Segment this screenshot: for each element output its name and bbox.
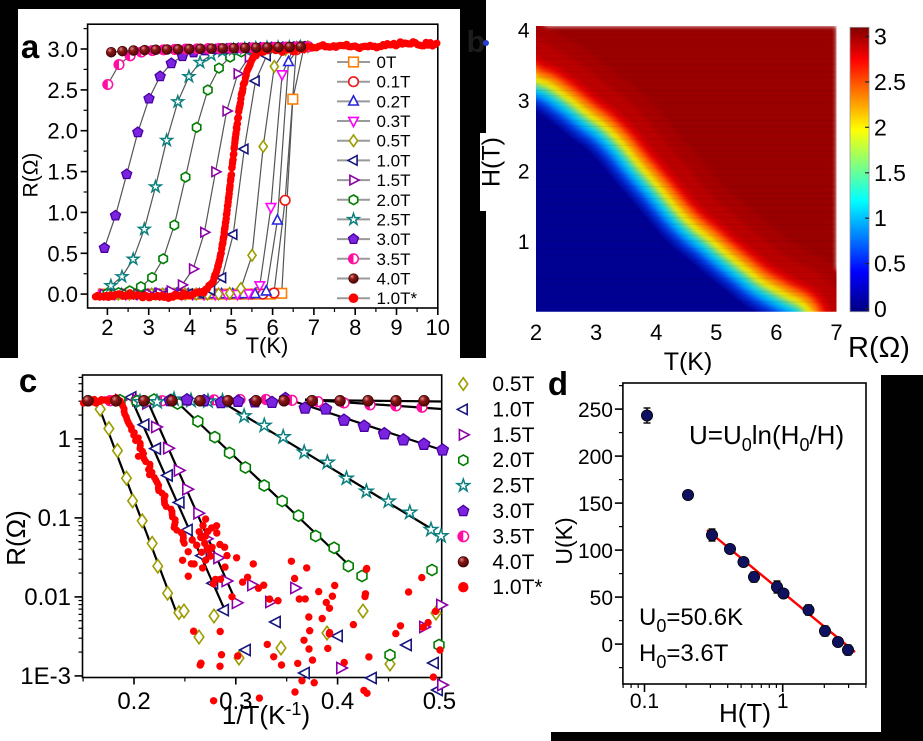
svg-text:2: 2 <box>874 114 887 140</box>
svg-text:T(K): T(K) <box>246 333 289 358</box>
svg-text:0: 0 <box>874 296 887 322</box>
svg-text:R(Ω): R(Ω) <box>848 332 910 364</box>
svg-text:6: 6 <box>266 315 278 340</box>
svg-text:U(K): U(K) <box>551 517 577 564</box>
svg-text:3.5T: 3.5T <box>377 250 411 269</box>
svg-text:1.0T*: 1.0T* <box>492 576 542 599</box>
svg-text:0.01: 0.01 <box>24 584 71 611</box>
svg-text:0.2: 0.2 <box>117 688 150 715</box>
svg-text:6: 6 <box>770 320 782 345</box>
svg-text:50: 50 <box>590 587 613 610</box>
svg-text:0.5T: 0.5T <box>492 373 534 396</box>
svg-text:1.5T: 1.5T <box>492 424 534 447</box>
svg-text:T(K): T(K) <box>664 348 713 376</box>
svg-text:1.0T*: 1.0T* <box>377 289 418 308</box>
svg-text:1.0T: 1.0T <box>492 398 534 421</box>
svg-text:1.0T: 1.0T <box>377 151 411 170</box>
svg-text:250: 250 <box>578 399 613 422</box>
svg-text:d: d <box>548 365 568 402</box>
svg-text:9: 9 <box>390 315 402 340</box>
svg-text:2.0: 2.0 <box>47 119 78 144</box>
svg-text:3.5T: 3.5T <box>492 525 534 548</box>
svg-text:H0=3.6T: H0=3.6T <box>639 640 729 672</box>
svg-text:0T: 0T <box>377 53 397 72</box>
svg-text:0.3T: 0.3T <box>377 112 411 131</box>
svg-text:1E-3: 1E-3 <box>20 663 71 690</box>
svg-text:H(T): H(T) <box>719 698 771 728</box>
svg-text:0.1: 0.1 <box>630 690 659 713</box>
svg-text:0.2T: 0.2T <box>377 92 411 111</box>
svg-text:1.0: 1.0 <box>47 200 78 225</box>
svg-text:0.4: 0.4 <box>321 688 354 715</box>
svg-text:7: 7 <box>308 315 320 340</box>
svg-text:0.0: 0.0 <box>47 282 78 307</box>
svg-text:2: 2 <box>530 320 542 345</box>
svg-text:3.0: 3.0 <box>47 37 78 62</box>
svg-text:R(Ω): R(Ω) <box>1 510 31 566</box>
svg-text:H(T): H(T) <box>478 137 506 187</box>
svg-text:3: 3 <box>590 320 602 345</box>
svg-text:3: 3 <box>143 315 155 340</box>
svg-text:c: c <box>19 362 37 399</box>
svg-text:200: 200 <box>578 446 613 469</box>
svg-text:5: 5 <box>225 315 237 340</box>
svg-text:1: 1 <box>58 426 71 453</box>
svg-text:2.5T: 2.5T <box>377 210 411 229</box>
svg-text:0.3: 0.3 <box>219 688 252 715</box>
svg-text:4: 4 <box>518 20 530 43</box>
svg-text:0.5T: 0.5T <box>377 132 411 151</box>
svg-text:2.5: 2.5 <box>47 78 78 103</box>
svg-text:0.5: 0.5 <box>874 251 906 277</box>
svg-text:2.0T: 2.0T <box>377 191 411 210</box>
svg-text:2.5: 2.5 <box>874 69 906 95</box>
svg-text:8: 8 <box>349 315 361 340</box>
svg-text:1.5T: 1.5T <box>377 171 411 190</box>
svg-text:1: 1 <box>518 231 530 254</box>
svg-text:3.0T: 3.0T <box>492 500 534 523</box>
svg-text:0.1T: 0.1T <box>377 73 411 92</box>
svg-text:4: 4 <box>650 320 662 345</box>
svg-text:3.0T: 3.0T <box>377 230 411 249</box>
svg-text:2: 2 <box>518 160 530 183</box>
svg-text:2: 2 <box>101 315 113 340</box>
svg-text:a: a <box>21 28 40 65</box>
svg-text:7: 7 <box>830 320 842 345</box>
svg-text:3: 3 <box>518 90 530 113</box>
svg-text:100: 100 <box>578 540 613 563</box>
svg-text:4.0T: 4.0T <box>377 269 411 288</box>
svg-text:1: 1 <box>874 205 887 231</box>
svg-text:150: 150 <box>578 493 613 516</box>
svg-text:2.5T: 2.5T <box>492 475 534 498</box>
svg-text:2.0T: 2.0T <box>492 449 534 472</box>
svg-text:1.5: 1.5 <box>47 160 78 185</box>
svg-text:0.1: 0.1 <box>38 505 71 532</box>
svg-text:0: 0 <box>601 634 613 657</box>
svg-text:R(Ω): R(Ω) <box>20 153 43 198</box>
svg-text:U=U0ln(H0/H): U=U0ln(H0/H) <box>689 420 844 455</box>
svg-text:3: 3 <box>874 24 887 50</box>
svg-text:1: 1 <box>777 690 789 713</box>
svg-text:b: b <box>467 24 486 59</box>
svg-text:4: 4 <box>184 315 196 340</box>
svg-text:5: 5 <box>710 320 722 345</box>
svg-text:4.0T: 4.0T <box>492 551 534 574</box>
svg-text:10: 10 <box>426 315 450 340</box>
svg-text:1.5: 1.5 <box>874 160 906 186</box>
svg-text:0.5: 0.5 <box>47 241 78 266</box>
